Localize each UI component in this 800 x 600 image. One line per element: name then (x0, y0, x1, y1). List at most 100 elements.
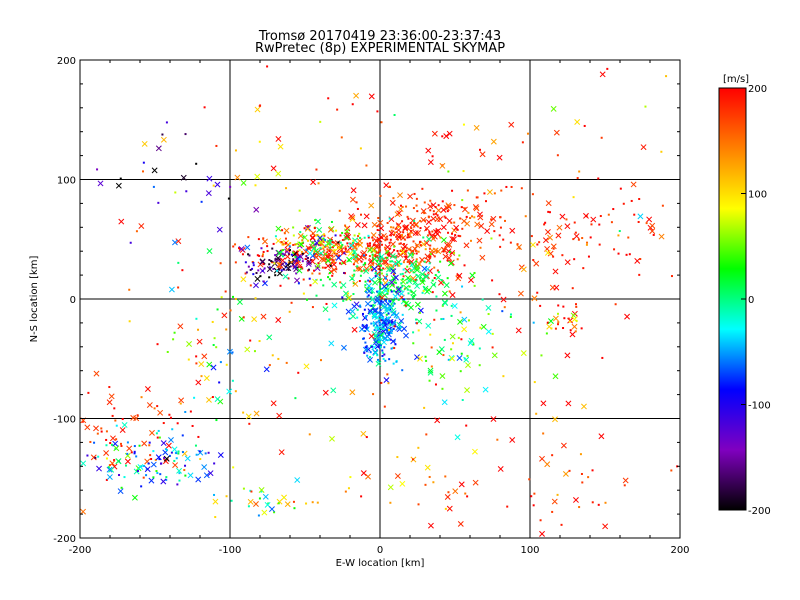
data-point-dot-1088 (281, 252, 284, 255)
data-point-dot-1412 (118, 474, 121, 477)
data-point-dot-1562 (478, 364, 481, 367)
data-point-x-marker-100 (175, 238, 182, 245)
data-point-dot-987 (369, 351, 372, 354)
data-point-dot-1501 (173, 331, 176, 334)
data-point-dot-83 (370, 269, 373, 272)
data-point-dot-1801 (600, 136, 603, 139)
data-point-x-marker-1628 (436, 349, 443, 356)
data-point-x-marker-1335 (130, 414, 137, 421)
data-point-dot-258 (364, 263, 367, 266)
data-point-dot-1012 (278, 268, 281, 271)
data-point-dot-1094 (292, 258, 295, 261)
data-point-dot-1847 (413, 219, 416, 222)
data-point-dot-1420 (120, 486, 123, 489)
data-point-x-marker-1485 (186, 341, 193, 347)
data-point-dot-776 (364, 341, 367, 344)
data-point-x-marker-1787 (328, 340, 335, 347)
data-point-dot-246 (369, 242, 372, 245)
data-point-dot-1306 (87, 391, 90, 394)
data-point-dot-1066 (282, 268, 285, 271)
data-point-dot-1052 (295, 266, 298, 269)
data-point-dot-354 (409, 248, 412, 251)
data-point-dot-1437 (133, 445, 136, 448)
data-point-dot-401 (378, 248, 381, 251)
data-point-dot-467 (443, 215, 446, 218)
data-point-x-marker-1273 (559, 213, 566, 220)
data-point-x-marker-1930 (247, 498, 254, 505)
data-point-dot-520 (399, 204, 402, 207)
data-point-x-marker-1704 (428, 522, 434, 529)
data-point-dot-609 (386, 292, 389, 295)
data-point-x-marker-1954 (216, 226, 223, 233)
data-point-dot-413 (372, 244, 375, 247)
data-point-dot-988 (390, 331, 393, 334)
data-point-x-marker-1077 (306, 258, 312, 265)
data-point-x-marker-1129 (275, 237, 282, 244)
data-point-dot-446 (406, 236, 409, 239)
data-point-dot-1276 (547, 210, 550, 213)
data-point-x-marker-1761 (565, 400, 572, 407)
data-point-dot-1175 (332, 244, 335, 247)
data-point-dot-739 (408, 285, 411, 288)
data-point-dot-974 (381, 324, 384, 327)
data-point-x-marker-589 (395, 259, 402, 266)
data-point-x-marker-1745 (253, 410, 260, 417)
data-point-dot-1248 (562, 327, 565, 330)
data-point-x-marker-1929 (550, 105, 557, 112)
data-point-x-marker-1946 (556, 224, 563, 231)
data-point-dot-1824 (319, 120, 322, 123)
data-point-dot-1106 (322, 246, 325, 249)
data-point-x-marker-1742 (330, 387, 337, 394)
data-point-dot-615 (371, 253, 374, 256)
data-point-dot-174 (389, 247, 392, 250)
data-point-dot-665 (415, 274, 418, 277)
data-point-dot-1752 (279, 284, 282, 287)
data-point-x-marker-1586 (350, 313, 357, 320)
data-point-dot-314 (384, 239, 387, 242)
data-point-dot-57 (339, 234, 342, 237)
data-point-x-marker-1186 (315, 218, 321, 225)
data-point-x-marker-538 (474, 221, 481, 228)
data-point-dot-36 (376, 255, 379, 258)
data-point-dot-1840 (349, 476, 352, 479)
data-point-dot-1512 (197, 328, 200, 331)
data-point-dot-274 (345, 226, 348, 229)
data-point-dot-597 (353, 269, 356, 272)
data-point-dot-317 (417, 250, 420, 253)
data-point-dot-1786 (367, 234, 370, 237)
data-point-x-marker-173 (319, 256, 325, 263)
data-point-x-marker-1731 (509, 436, 516, 443)
data-point-dot-1961 (142, 161, 145, 164)
data-point-x-marker-427 (399, 248, 406, 255)
data-point-dot-1245 (532, 258, 535, 261)
data-point-x-marker-1208 (367, 246, 374, 253)
data-point-x-marker-1574 (482, 386, 489, 393)
data-point-dot-1944 (580, 472, 583, 475)
data-point-dot-653 (405, 270, 408, 273)
data-point-dot-1098 (280, 269, 283, 272)
data-point-x-marker-1952 (180, 174, 187, 181)
data-point-dot-1525 (242, 487, 245, 490)
data-point-dot-1401 (165, 476, 168, 479)
data-point-dot-1947 (294, 397, 297, 400)
data-point-x-marker-1688 (602, 523, 609, 530)
data-point-dot-1852 (433, 318, 436, 321)
data-point-x-marker-862 (378, 312, 385, 319)
data-point-dot-633 (364, 280, 367, 283)
data-point-dot-1226 (556, 154, 559, 157)
data-point-dot-975 (374, 275, 377, 278)
data-point-dot-1829 (248, 422, 251, 425)
data-point-x-marker-747 (435, 274, 442, 281)
data-point-dot-530 (466, 189, 469, 192)
data-point-x-marker-1651 (571, 323, 578, 330)
data-point-x-marker-1822 (443, 133, 450, 140)
data-point-dot-694 (362, 263, 365, 266)
data-point-dot-1034 (305, 255, 308, 258)
data-point-x-marker-511 (437, 216, 444, 223)
data-point-dot-1933 (351, 103, 354, 106)
data-point-dot-1819 (498, 293, 501, 296)
data-point-dot-981 (374, 326, 377, 329)
data-point-dot-157 (311, 272, 314, 275)
data-point-dot-1836 (433, 255, 436, 258)
data-point-dot-1587 (441, 387, 444, 390)
